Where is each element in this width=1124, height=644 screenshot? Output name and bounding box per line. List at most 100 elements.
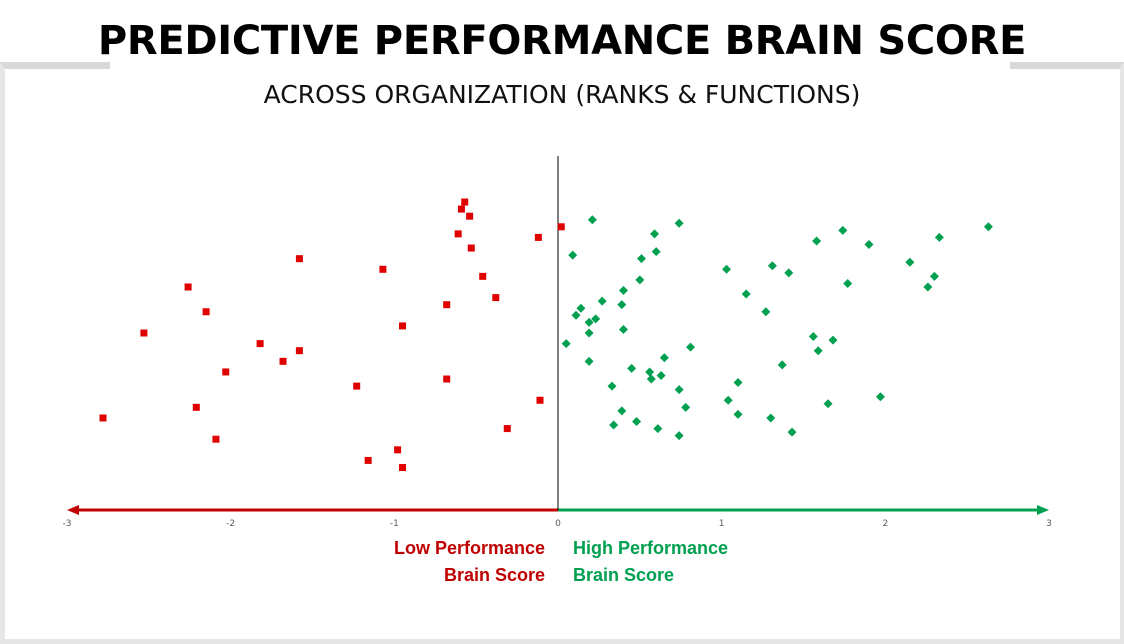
high-score-point xyxy=(627,363,637,373)
low-score-point xyxy=(557,223,565,231)
high-score-point xyxy=(777,360,787,370)
data-points xyxy=(99,198,993,472)
low-score-point xyxy=(503,425,511,433)
low-score-point xyxy=(279,357,287,365)
x-tick-label: -2 xyxy=(226,519,235,529)
high-score-point xyxy=(929,271,939,281)
high-score-point xyxy=(723,395,733,405)
high-score-point xyxy=(686,342,696,352)
low-score-point xyxy=(192,403,200,411)
high-score-point xyxy=(838,225,848,235)
high-score-point xyxy=(656,370,666,380)
high-score-point xyxy=(618,324,628,334)
low-score-point xyxy=(466,212,474,220)
high-score-point xyxy=(905,257,915,267)
low-score-point xyxy=(394,446,402,454)
low-score-point xyxy=(140,329,148,337)
high-score-point xyxy=(864,240,874,249)
x-tick-label: 2 xyxy=(882,519,888,529)
low-score-point xyxy=(379,265,387,273)
low-score-point xyxy=(184,283,192,291)
high-score-point xyxy=(681,402,691,412)
low-score-point xyxy=(202,308,210,316)
high-score-point xyxy=(645,367,655,377)
x-tick-label: -1 xyxy=(390,519,399,529)
low-score-point xyxy=(534,233,542,241)
low-score-point xyxy=(479,272,487,280)
low-score-point xyxy=(492,294,500,302)
high-score-point xyxy=(733,409,743,419)
high-score-point xyxy=(828,335,838,345)
high-score-point xyxy=(587,215,597,225)
high-performance-label: High Performance xyxy=(573,538,729,558)
title-backdrop xyxy=(110,58,1010,72)
high-score-point xyxy=(808,332,818,342)
page-title: PREDICTIVE PERFORMANCE BRAIN SCORE xyxy=(97,18,1027,64)
high-score-point xyxy=(576,303,586,313)
x-tick-label: 0 xyxy=(555,519,561,529)
high-score-point xyxy=(733,378,743,388)
high-score-point xyxy=(823,399,833,409)
high-score-point xyxy=(784,268,794,278)
low-axis-arrowhead xyxy=(67,505,79,515)
high-score-point xyxy=(923,282,933,292)
high-score-point xyxy=(761,307,771,317)
high-score-point xyxy=(934,232,944,242)
high-score-point xyxy=(659,353,669,363)
low-score-point xyxy=(457,205,465,213)
low-score-point xyxy=(461,198,469,206)
high-score-point xyxy=(741,289,751,299)
high-score-point xyxy=(561,339,571,349)
low-score-point xyxy=(212,435,220,443)
x-axis-arrows xyxy=(67,505,1049,515)
low-score-point xyxy=(443,375,451,383)
x-tick-label: 3 xyxy=(1046,519,1052,529)
high-score-point xyxy=(617,300,627,310)
high-score-point xyxy=(875,392,885,402)
high-score-point xyxy=(584,328,594,338)
high-score-point xyxy=(813,346,823,356)
low-score-point xyxy=(454,230,462,238)
high-score-point xyxy=(767,261,777,271)
high-score-point xyxy=(607,381,617,391)
low-score-point xyxy=(99,414,107,422)
high-score-point xyxy=(787,427,797,437)
high-score-point xyxy=(591,314,601,324)
high-score-point xyxy=(609,420,619,430)
high-score-point xyxy=(584,356,594,366)
high-score-point xyxy=(674,431,684,441)
high-score-point xyxy=(618,286,628,296)
x-tick-label: 1 xyxy=(719,519,725,529)
low-score-point xyxy=(364,456,372,464)
high-score-point xyxy=(674,385,684,395)
high-score-point xyxy=(646,374,656,384)
low-brain-score-label: Brain Score xyxy=(443,565,545,585)
high-score-point xyxy=(632,417,642,426)
high-score-point xyxy=(584,317,594,327)
low-score-point xyxy=(467,244,475,252)
high-score-point xyxy=(635,275,645,285)
low-score-point xyxy=(222,368,230,376)
x-tick-label: -3 xyxy=(63,519,72,529)
high-score-point xyxy=(983,222,993,232)
high-score-point xyxy=(766,413,776,423)
low-score-point xyxy=(353,382,361,390)
high-score-point xyxy=(843,278,853,288)
high-score-point xyxy=(812,236,822,246)
x-axis-ticks: -3 -2 -1 0 1 2 3 xyxy=(63,519,1052,529)
high-score-point xyxy=(597,296,607,306)
high-score-point xyxy=(568,250,578,260)
high-score-point xyxy=(653,424,663,434)
high-axis-arrowhead xyxy=(1037,505,1049,515)
low-score-point xyxy=(399,464,407,472)
high-score-point xyxy=(722,264,732,274)
high-score-point xyxy=(674,218,684,228)
low-score-point xyxy=(256,340,264,348)
low-score-point xyxy=(399,322,407,330)
high-score-point xyxy=(617,406,627,416)
high-score-point xyxy=(571,310,581,320)
high-score-point xyxy=(650,229,660,239)
low-score-point xyxy=(536,396,544,404)
high-brain-score-label: Brain Score xyxy=(573,565,675,585)
